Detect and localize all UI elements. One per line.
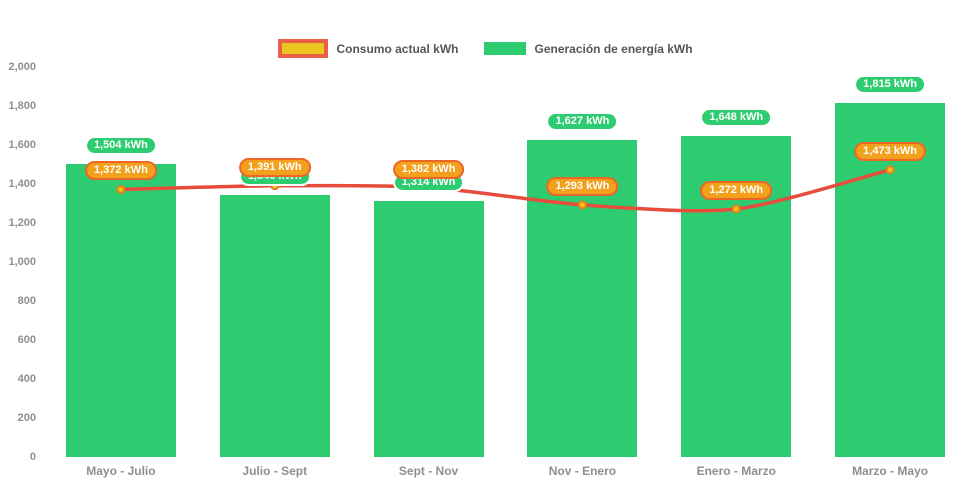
- consumo-legend-swatch-icon: [278, 39, 329, 58]
- y-tick-label: 400: [17, 373, 36, 385]
- y-tick-label: 1,600: [8, 139, 36, 151]
- x-axis-label: Marzo - Mayo: [852, 464, 929, 478]
- x-axis-label: Sept - Nov: [398, 464, 459, 478]
- consumo-value-badge: 1,272 kWh: [700, 180, 773, 200]
- y-tick-label: 1,200: [8, 217, 36, 229]
- consumo-line-point[interactable]: [731, 204, 741, 214]
- y-tick-label: 1,400: [8, 178, 36, 190]
- x-axis-label: Julio - Sept: [242, 464, 308, 478]
- generacion-value-badge: 1,627 kWh: [546, 111, 619, 131]
- y-tick-label: 600: [17, 334, 36, 346]
- consumo-value-badge: 1,372 kWh: [85, 161, 157, 181]
- generacion-legend-swatch-icon: [484, 42, 527, 55]
- generacion-value-badge: 1,504 kWh: [85, 135, 157, 155]
- legend-label-consumo: Consumo actual kWh: [336, 41, 459, 56]
- consumo-line-point[interactable]: [577, 200, 587, 210]
- consumo-value-badge: 1,473 kWh: [854, 141, 926, 161]
- y-tick-label: 1,800: [8, 100, 36, 112]
- y-tick-label: 200: [17, 412, 36, 424]
- chart-legend: Consumo actual kWh Generación de energía…: [0, 39, 971, 58]
- generacion-bar[interactable]: [373, 200, 484, 457]
- legend-item-consumo[interactable]: Consumo actual kWh: [278, 39, 458, 58]
- y-tick-label: 0: [29, 451, 36, 463]
- generacion-bar[interactable]: [65, 163, 176, 457]
- legend-item-generacion[interactable]: Generación de energía kWh: [484, 41, 693, 56]
- y-tick-label: 2,000: [8, 61, 36, 73]
- consumo-value-badge: 1,382 kWh: [392, 159, 465, 179]
- y-tick-label: 1,000: [8, 256, 36, 268]
- generacion-bar[interactable]: [835, 103, 946, 457]
- generacion-value-badge: 1,648 kWh: [700, 107, 773, 127]
- generacion-value-badge: 1,815 kWh: [854, 75, 926, 95]
- consumo-value-badge: 1,391 kWh: [238, 157, 311, 177]
- x-axis-label: Mayo - Julio: [86, 464, 156, 478]
- y-tick-label: 800: [17, 295, 36, 307]
- x-axis-label: Enero - Marzo: [696, 464, 776, 478]
- generacion-bar[interactable]: [219, 194, 330, 457]
- consumo-value-badge: 1,293 kWh: [546, 176, 619, 196]
- consumo-line-point[interactable]: [885, 165, 895, 175]
- legend-label-generacion: Generación de energía kWh: [534, 41, 693, 56]
- x-axis-label: Nov - Enero: [548, 464, 617, 478]
- consumo-line-point[interactable]: [116, 184, 126, 194]
